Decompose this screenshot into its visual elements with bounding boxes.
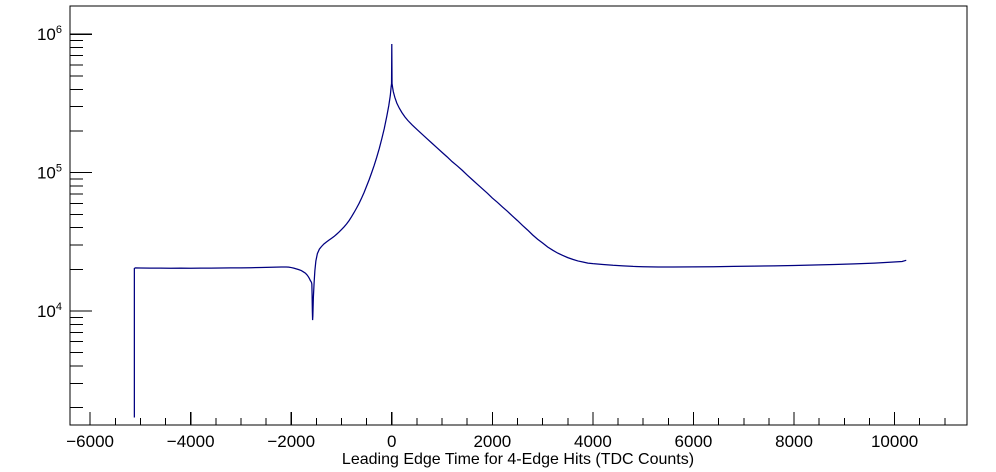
x-axis-title: Leading Edge Time for 4-Edge Hits (TDC C…	[342, 451, 694, 468]
x-tick-label: 8000	[775, 432, 813, 451]
x-tick-label: −2000	[267, 432, 315, 451]
x-axis-ticks	[89, 412, 946, 425]
x-tick-label: −6000	[66, 432, 114, 451]
x-tick-label: 6000	[675, 432, 713, 451]
axis-frame	[69, 5, 968, 426]
y-axis-ticks	[70, 33, 92, 409]
plot-frame	[69, 5, 968, 426]
x-tick-label: −4000	[167, 432, 215, 451]
x-tick-label: 10000	[871, 432, 918, 451]
y-tick-label: 104	[37, 301, 62, 321]
data-series-curve	[133, 44, 907, 418]
y-tick-label: 106	[37, 24, 62, 44]
x-tick-label: 0	[387, 432, 396, 451]
y-tick-label: 105	[37, 163, 62, 183]
x-axis-tick-labels: −6000 −4000 −2000 0 2000 4000 6000 8000 10000	[66, 432, 918, 451]
y-axis-tick-labels: 106 105 104	[37, 24, 62, 321]
x-tick-label: 4000	[574, 432, 612, 451]
x-tick-label: 2000	[473, 432, 511, 451]
